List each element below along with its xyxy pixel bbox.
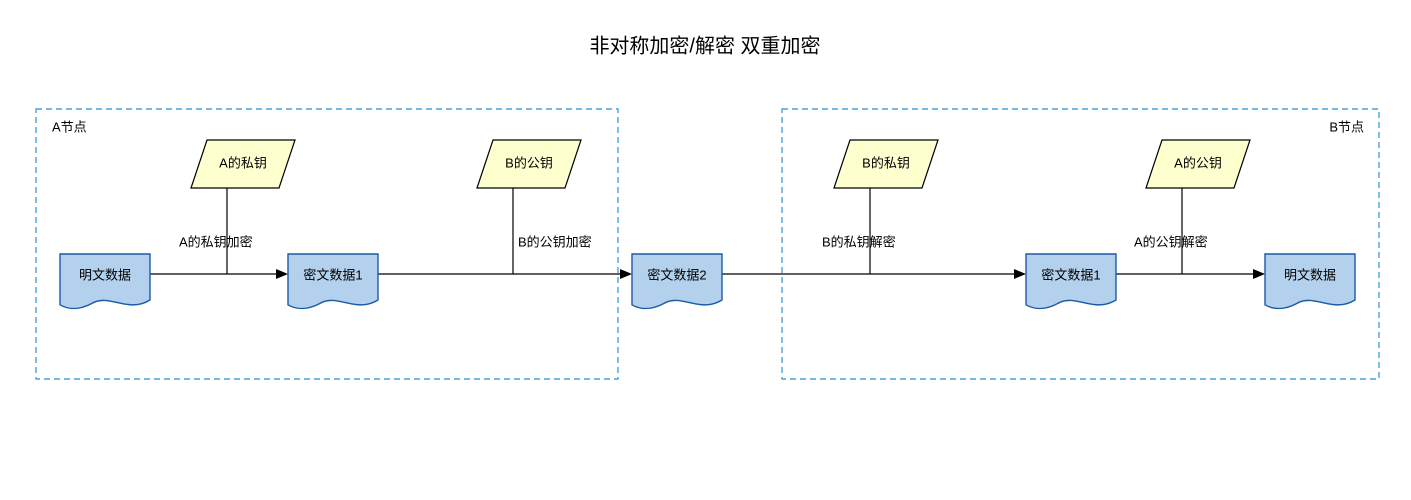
edge-3-arrowhead: [1014, 269, 1026, 279]
doc-cipher-1-label: 密文数据1: [303, 267, 362, 282]
node-b-container-label: B节点: [1329, 119, 1364, 134]
edge-2-arrowhead: [620, 269, 632, 279]
node-a-container-label: A节点: [52, 119, 87, 134]
doc-cipher-1b-label: 密文数据1: [1041, 267, 1100, 282]
doc-plain-2-label: 明文数据: [1284, 267, 1336, 282]
key-a-pub-label: A的公钥: [1174, 155, 1222, 170]
doc-plain-1-label: 明文数据: [79, 267, 131, 282]
drop-2-label: B的公钥加密: [518, 234, 592, 249]
drop-1-label: A的私钥加密: [179, 234, 253, 249]
diagram-title: 非对称加密/解密 双重加密: [589, 34, 820, 57]
drop-4-label: A的公钥解密: [1134, 234, 1208, 249]
key-b-pub-label: B的公钥: [505, 155, 553, 170]
edge-4-arrowhead: [1253, 269, 1265, 279]
edge-1-arrowhead: [276, 269, 288, 279]
drop-3-label: B的私钥解密: [822, 234, 896, 249]
encryption-flowchart: 非对称加密/解密 双重加密 A节点 B节点 A的私钥加密 B的公钥加密 B的私钥解密 A的公…: [0, 0, 1411, 500]
key-b-priv-label: B的私钥: [862, 155, 910, 170]
doc-cipher-2-label: 密文数据2: [647, 267, 706, 282]
key-a-priv-label: A的私钥: [219, 155, 267, 170]
